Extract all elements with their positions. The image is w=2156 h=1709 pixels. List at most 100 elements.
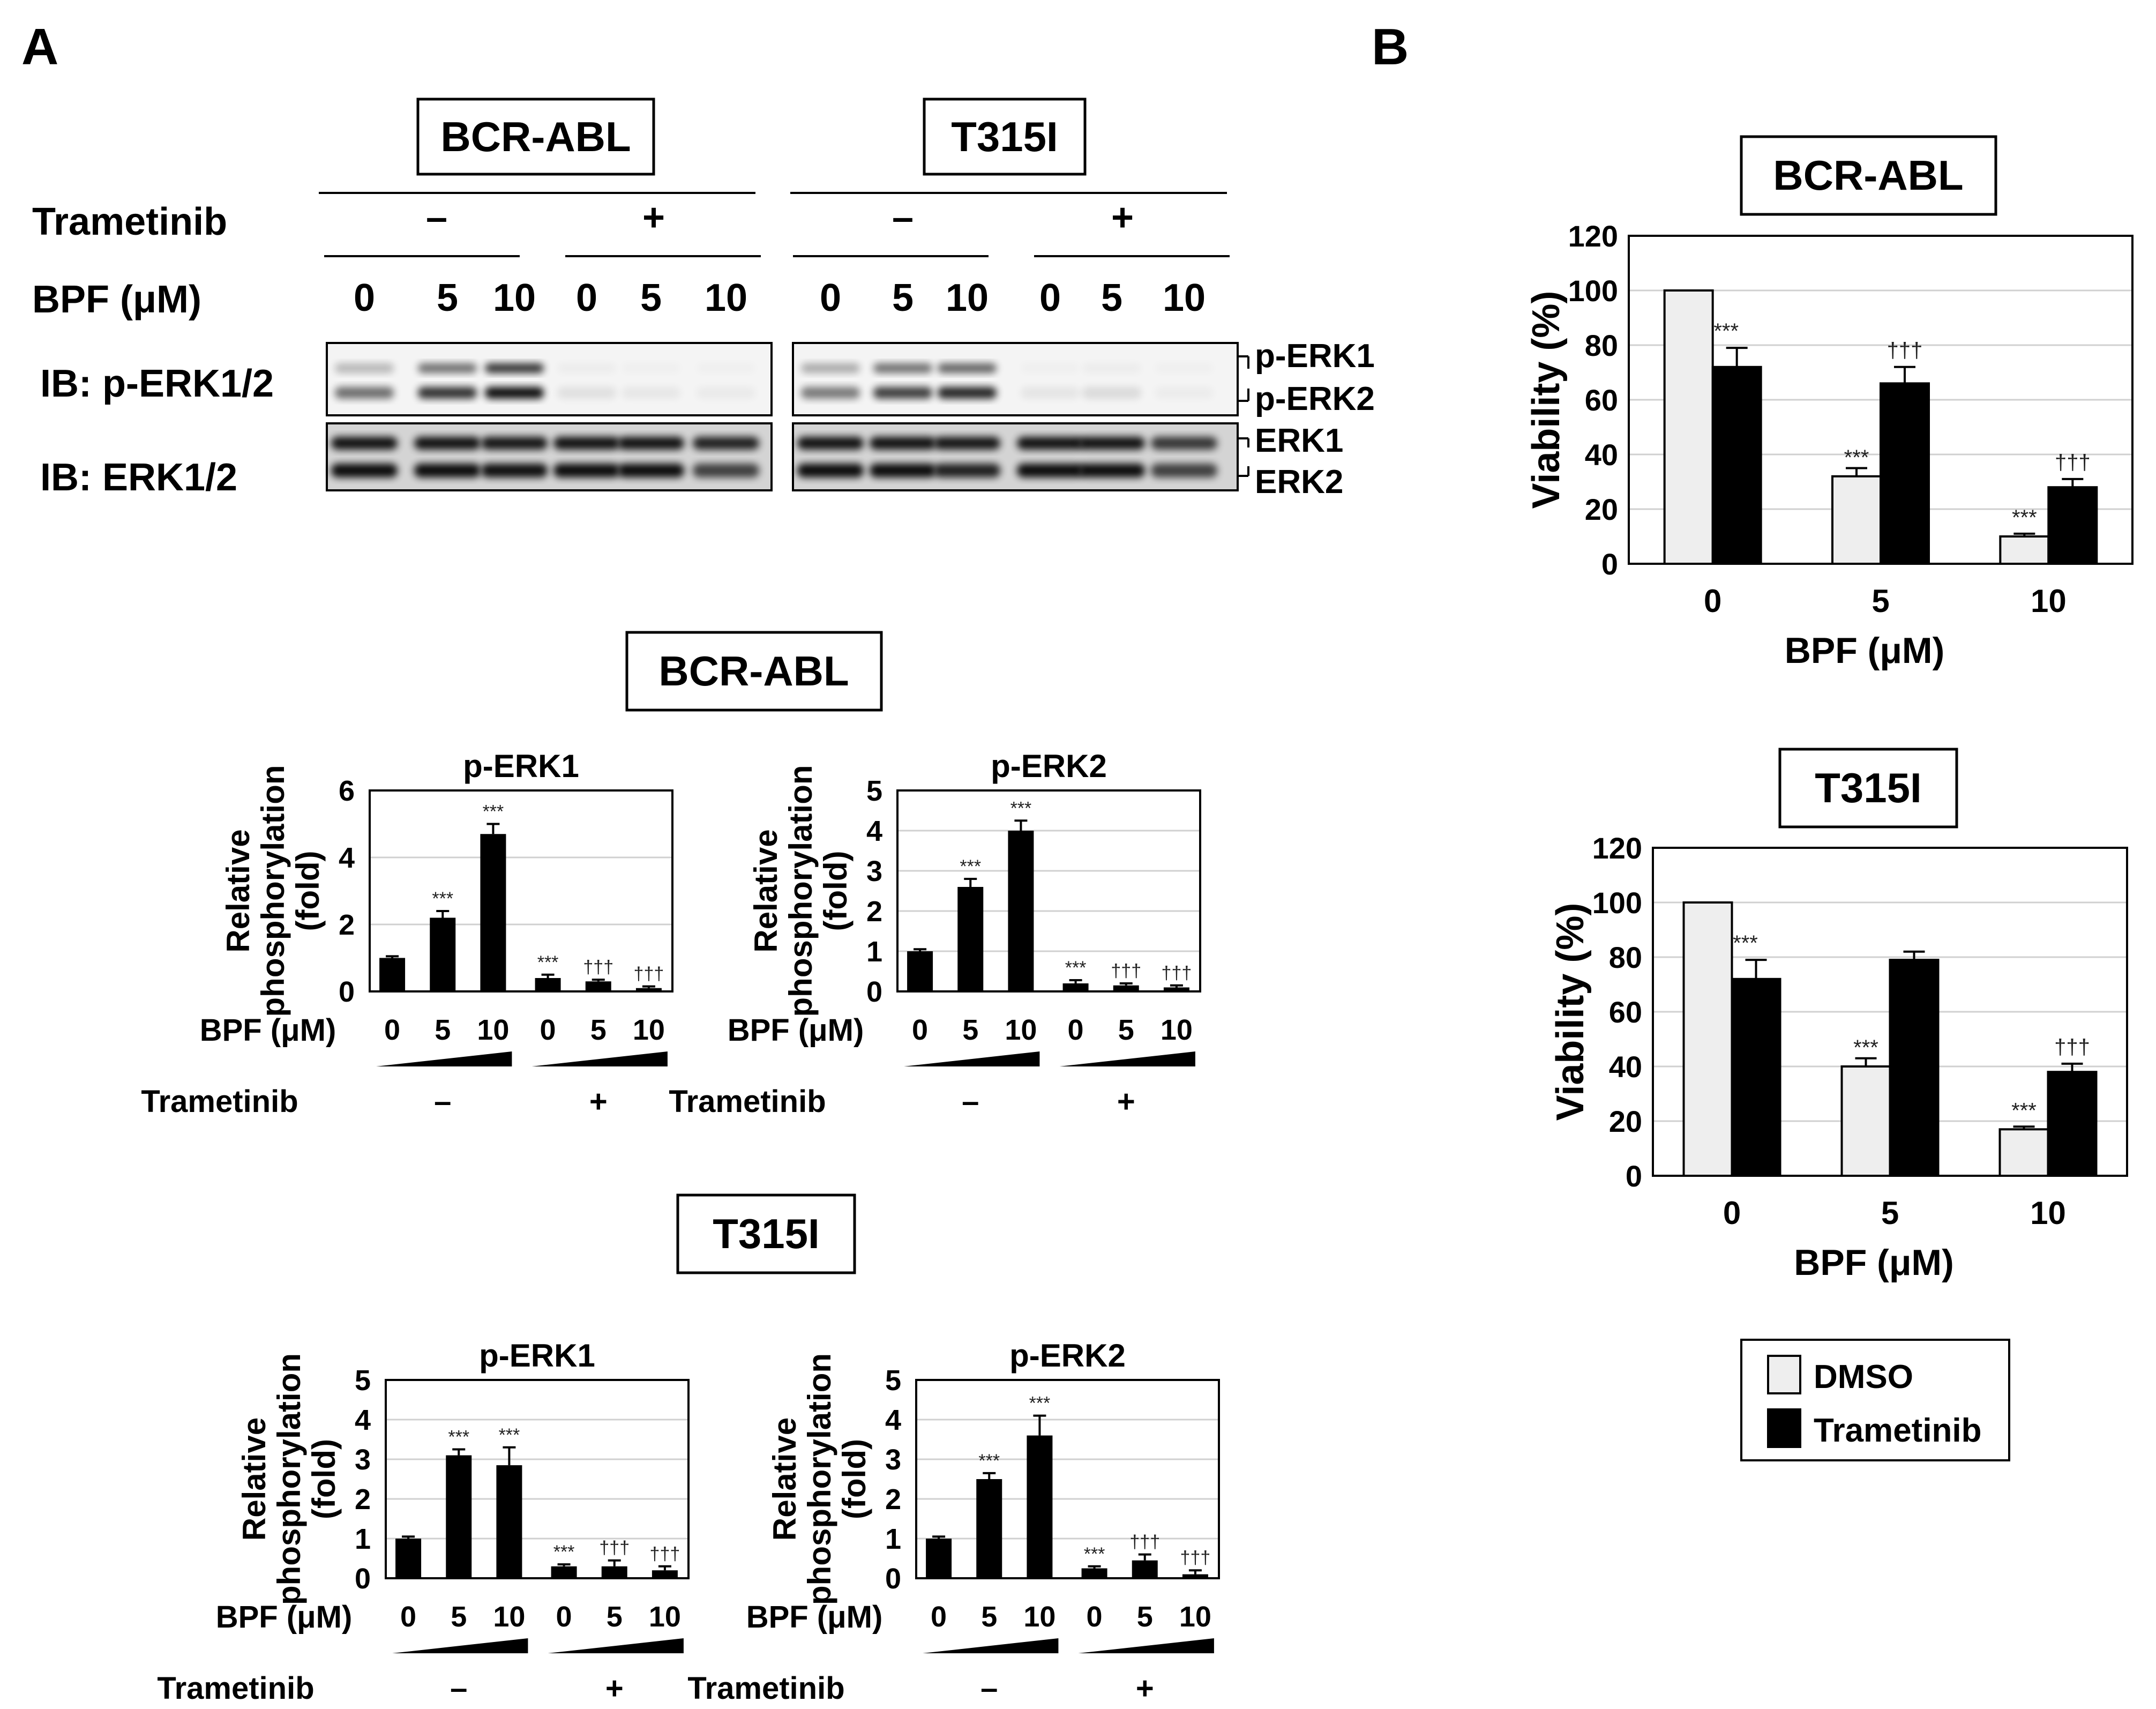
- x-tick-label: 0: [1068, 1014, 1084, 1046]
- bar: [601, 1566, 627, 1578]
- x-axis-label: BPF (μM): [1794, 1242, 1953, 1283]
- bar: [1132, 1560, 1158, 1578]
- y-tick-label: 40: [1585, 438, 1618, 472]
- x-axis-label: BPF (μM): [216, 1600, 353, 1635]
- x-tick-label: 0: [1087, 1601, 1103, 1633]
- band-label-erk2: ERK2: [1255, 464, 1343, 501]
- x-axis-label: BPF (μM): [746, 1600, 883, 1635]
- bar: [480, 834, 506, 991]
- dose-wedge: [548, 1638, 684, 1653]
- chart-b-bcr-viability: 0 20 40 60 80 100 120 Viability (%) 0 *** 5 *** ††† 1…: [1525, 219, 2133, 671]
- plot-frame: [385, 1379, 690, 1579]
- bar-trametinib: [2047, 1071, 2098, 1177]
- trametinib-label: Trametinib: [669, 1084, 826, 1119]
- x-tick-label: 5: [590, 1014, 607, 1046]
- y-tick-label: 20: [1609, 1104, 1642, 1138]
- legend-swatch-dmso: [1767, 1355, 1801, 1394]
- y-tick-label: 2: [885, 1483, 901, 1516]
- x-tick-label: 0: [1704, 583, 1721, 619]
- significance-label: ***: [499, 1425, 520, 1445]
- plot-frame: [915, 1379, 1220, 1579]
- bar-section-title-bcr-abl: BCR-ABL: [658, 647, 849, 695]
- treatment-sign: –: [434, 1084, 451, 1119]
- blot-dose-label: 5: [437, 277, 458, 319]
- bar: [976, 1479, 1002, 1578]
- x-tick-label: 10: [1179, 1601, 1211, 1633]
- bar-section-box-bcr-abl: [625, 631, 883, 712]
- bar-dmso: [1999, 535, 2050, 565]
- bar: [926, 1539, 952, 1578]
- bar: [1008, 831, 1034, 991]
- svg-text:(fold): (fold): [818, 851, 854, 931]
- x-tick-label: 0: [912, 1014, 928, 1046]
- significance-label: †††: [1129, 1532, 1160, 1553]
- plot-frame: [896, 789, 1201, 992]
- bar-trametinib: [1880, 382, 1930, 565]
- bar: [1081, 1568, 1107, 1578]
- trametinib-label: Trametinib: [157, 1671, 314, 1706]
- significance-label: ***: [2012, 506, 2037, 529]
- blot-dose-label: 0: [354, 277, 375, 319]
- viability-title-t315i: T315I: [1815, 764, 1921, 811]
- significance-label: ***: [1065, 958, 1087, 978]
- legend-label-dmso: DMSO: [1814, 1359, 1913, 1395]
- legend-label-trametinib: Trametinib: [1814, 1412, 1982, 1449]
- bar: [1062, 983, 1089, 991]
- y-tick-label: 4: [355, 1404, 371, 1436]
- y-tick-label: 20: [1585, 492, 1618, 526]
- treatment-sign: +: [589, 1084, 608, 1119]
- blot-dose-label: 5: [1101, 277, 1122, 319]
- x-tick-label: 10: [477, 1014, 509, 1046]
- trametinib-label: Trametinib: [141, 1084, 298, 1119]
- significance-label: †††: [1111, 961, 1141, 981]
- x-axis-label: BPF (μM): [728, 1013, 864, 1048]
- y-tick-label: 60: [1585, 383, 1618, 417]
- y-tick-label: 100: [1592, 886, 1642, 920]
- bar-dmso: [1998, 1128, 2049, 1177]
- blot-dose-label: 10: [1163, 277, 1206, 319]
- y-tick-label: 80: [1609, 941, 1642, 974]
- blot-sign-1: –: [426, 196, 447, 239]
- treatment-sign: +: [605, 1671, 624, 1706]
- significance-label: †††: [2055, 451, 2091, 474]
- svg-text:phosphorylation: phosphorylation: [802, 1353, 837, 1605]
- bar-section-box-t315i: [676, 1193, 856, 1274]
- significance-label: ***: [960, 856, 981, 877]
- blot-image-perk: [326, 342, 773, 416]
- blot-sign-2: +: [642, 196, 665, 239]
- blot-dose-label: 0: [820, 277, 841, 319]
- blot-dose-label: 0: [576, 277, 597, 319]
- significance-label: †††: [1180, 1548, 1211, 1568]
- blot-dose-label: 5: [640, 277, 662, 319]
- bar: [430, 917, 456, 991]
- band-label-perk1: p-ERK1: [1255, 338, 1375, 375]
- significance-label: ***: [978, 1451, 1000, 1471]
- significance-label: ***: [1029, 1393, 1051, 1414]
- bar: [551, 1566, 577, 1578]
- bar: [1027, 1435, 1053, 1578]
- treatment-sign: –: [450, 1671, 467, 1706]
- y-axis-label: Viability (%): [1549, 903, 1592, 1121]
- y-tick-label: 0: [885, 1563, 901, 1595]
- treatment-sign: –: [980, 1671, 998, 1706]
- chart-title: p-ERK1: [463, 748, 579, 784]
- svg-text:Relative: Relative: [748, 829, 784, 952]
- significance-label: †††: [2054, 1035, 2090, 1059]
- bar-trametinib: [2047, 486, 2098, 565]
- x-tick-label: 0: [540, 1014, 556, 1046]
- western-blot: BCR-ABL T315I Trametinib – + – + BPF (μM…: [32, 98, 1375, 501]
- dose-wedge: [1078, 1638, 1214, 1653]
- svg-text:(fold): (fold): [290, 851, 326, 931]
- x-tick-label: 0: [931, 1601, 947, 1633]
- significance-label: †††: [1887, 339, 1923, 362]
- group-label-t315i: T315I: [951, 113, 1058, 160]
- y-tick-label: 4: [339, 842, 355, 874]
- blot-trametinib-label: Trametinib: [32, 200, 227, 243]
- x-tick-label: 5: [1881, 1195, 1899, 1231]
- bar: [379, 958, 406, 991]
- significance-label: ***: [1853, 1036, 1878, 1059]
- x-tick-label: 5: [435, 1014, 451, 1046]
- y-tick-label: 0: [1626, 1159, 1642, 1193]
- x-tick-label: 5: [607, 1601, 623, 1633]
